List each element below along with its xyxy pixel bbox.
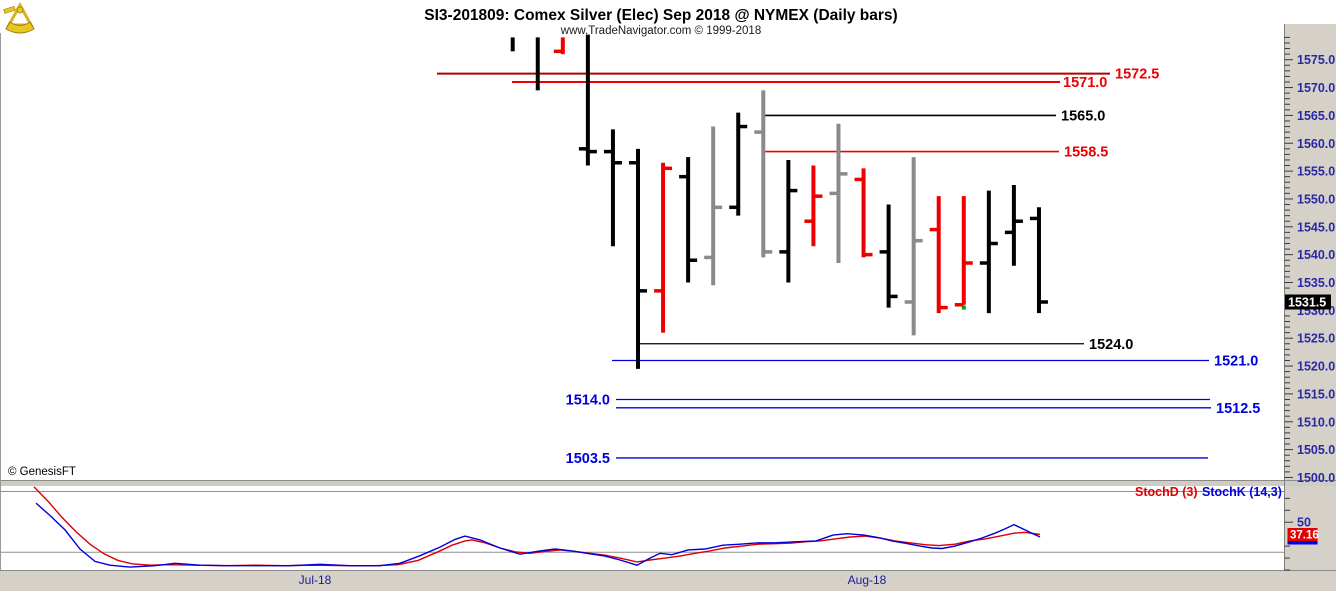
level-label: 1565.0 bbox=[1061, 108, 1105, 124]
last-price-value: 1531.5 bbox=[1288, 296, 1326, 310]
price-axis-label: 1540.0 bbox=[1297, 248, 1335, 262]
level-label: 1524.0 bbox=[1089, 337, 1133, 353]
stochk-legend-label[interactable]: StochK (14,3) bbox=[1202, 485, 1282, 499]
price-axis-label: 1505.0 bbox=[1297, 443, 1335, 457]
price-axis-label: 1520.0 bbox=[1297, 360, 1335, 374]
stoch-value-text: 37.16 bbox=[1290, 530, 1319, 542]
price-axis-label: 1545.0 bbox=[1297, 220, 1335, 234]
panel-separator[interactable] bbox=[0, 480, 1336, 486]
date-axis-label: Jul-18 bbox=[299, 573, 332, 587]
price-axis-label: 1510.0 bbox=[1297, 415, 1335, 429]
level-label: 1521.0 bbox=[1214, 353, 1258, 369]
price-axis-label: 1535.0 bbox=[1297, 276, 1335, 290]
level-label: 1571.0 bbox=[1063, 75, 1107, 91]
signal-marker bbox=[961, 305, 966, 310]
genesisft-watermark: © GenesisFT bbox=[8, 466, 76, 478]
price-axis-label: 1560.0 bbox=[1297, 137, 1335, 151]
stochk-line bbox=[35, 502, 1041, 568]
level-label: 1503.5 bbox=[566, 451, 610, 467]
price-axis-label: 1575.0 bbox=[1297, 53, 1335, 67]
stochd-legend-label[interactable]: StochD (3) bbox=[1135, 485, 1198, 499]
price-axis-label: 1515.0 bbox=[1297, 387, 1335, 401]
chart-subtitle: www.TradeNavigator.com © 1999-2018 bbox=[560, 25, 761, 37]
stoch-value-badge bbox=[1287, 528, 1318, 541]
chart-overlay: SI3-201809: Comex Silver (Elec) Sep 2018… bbox=[3, 1, 1331, 545]
chart-title: SI3-201809: Comex Silver (Elec) Sep 2018… bbox=[424, 7, 897, 24]
stoch-value-badge-underline bbox=[1287, 541, 1318, 545]
price-axis-label: 1570.0 bbox=[1297, 81, 1335, 95]
stoch-50-label: 50 bbox=[1297, 516, 1311, 530]
level-label: 1558.5 bbox=[1064, 145, 1108, 161]
date-axis-band bbox=[0, 570, 1336, 591]
price-axis-label: 1565.0 bbox=[1297, 109, 1335, 123]
level-label: 1512.5 bbox=[1216, 401, 1260, 417]
chart-plot-area: 1575.0 1570.0 1565.0 1560.0 1555.0 1550.0 1545… bbox=[33, 34, 1335, 587]
price-axis-label: 1550.0 bbox=[1297, 192, 1335, 206]
level-label: 1572.5 bbox=[1115, 67, 1159, 83]
price-axis-label: 1525.0 bbox=[1297, 332, 1335, 346]
date-axis-label: Aug-18 bbox=[848, 573, 887, 587]
price-axis-label: 1500.0 bbox=[1297, 471, 1335, 485]
price-axis-label: 1555.0 bbox=[1297, 165, 1335, 179]
genesis-sextant-icon[interactable] bbox=[3, 1, 35, 34]
level-label: 1514.0 bbox=[566, 392, 610, 408]
last-price-badge bbox=[1285, 294, 1331, 310]
